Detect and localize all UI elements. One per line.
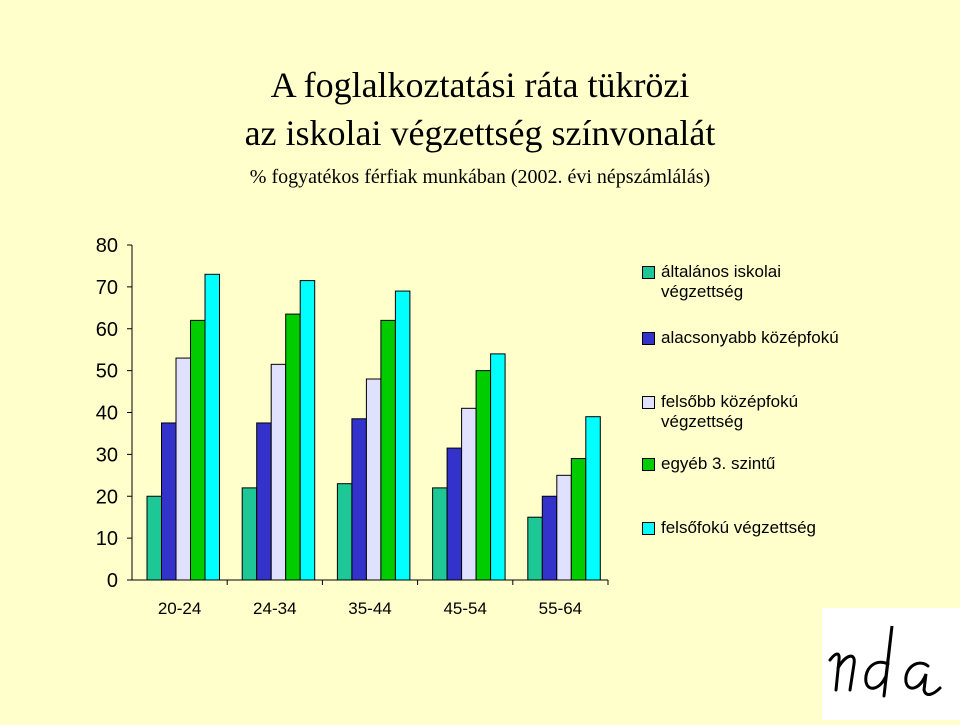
- bar: [570, 458, 587, 581]
- bar: [585, 416, 601, 581]
- y-tick-label: 20: [96, 486, 118, 508]
- bar: [394, 290, 411, 581]
- bar: [490, 353, 506, 581]
- legend-label: felsőbb középfokú végzettség: [661, 392, 799, 431]
- bar: [351, 418, 367, 581]
- bar: [556, 474, 572, 581]
- y-tick-label: 0: [107, 570, 118, 592]
- bar: [204, 273, 220, 581]
- bar: [299, 280, 316, 581]
- chart-subtitle: % fogyatékos férfiak munkában (2002. évi…: [249, 166, 711, 188]
- legend-swatch: [642, 522, 655, 535]
- y-tick-label: 60: [96, 319, 118, 341]
- bar: [461, 407, 477, 581]
- nda-logo: [822, 608, 960, 720]
- bar: [161, 422, 177, 581]
- legend-swatch: [642, 458, 655, 471]
- legend-item: alacsonyabb középfokú: [642, 328, 861, 348]
- legend-swatch: [642, 332, 655, 345]
- bar: [241, 487, 258, 581]
- legend-label: egyéb 3. szintű: [661, 454, 776, 473]
- legend-item: általános iskolai végzettség: [642, 262, 861, 302]
- bar: [527, 516, 543, 581]
- bar: [190, 319, 206, 581]
- y-tick-label: 30: [96, 444, 118, 466]
- y-tick-label: 50: [96, 361, 118, 383]
- bar: [446, 447, 463, 581]
- legend-label: általános iskolai végzettség: [661, 262, 782, 301]
- legend-label: felsőfokú végzettség: [661, 518, 816, 537]
- bar: [175, 357, 191, 581]
- y-tick-label: 10: [96, 528, 118, 550]
- y-tick-label: 70: [96, 277, 118, 299]
- legend-item: egyéb 3. szintű: [642, 454, 861, 474]
- legend-item: felsőbb középfokú végzettség: [642, 392, 861, 432]
- legend-swatch: [642, 396, 655, 409]
- bar: [270, 363, 287, 581]
- bar: [256, 422, 272, 581]
- bar: [475, 370, 492, 581]
- bar: [432, 487, 448, 581]
- x-tick-label: 24-34: [253, 599, 296, 618]
- x-tick-label: 35-44: [348, 599, 391, 618]
- legend-item: felsőfokú végzettség: [642, 518, 891, 538]
- bar: [146, 495, 162, 581]
- bar: [336, 483, 353, 581]
- nda-logo-mark: [828, 625, 942, 698]
- x-tick-label: 55-64: [539, 599, 582, 618]
- bar: [380, 319, 396, 581]
- x-tick-label: 45-54: [443, 599, 486, 618]
- chart-title-line-2: az iskolai végzettség színvonalát: [244, 113, 716, 153]
- bar: [365, 378, 382, 581]
- y-tick-label: 40: [96, 403, 118, 425]
- bar: [285, 313, 301, 581]
- y-tick-label: 80: [96, 235, 118, 257]
- x-tick-label: 20-24: [158, 599, 201, 618]
- legend-swatch: [642, 266, 655, 279]
- chart-title-line-1: A foglalkoztatási ráta tükrözi: [270, 65, 690, 105]
- bar: [541, 495, 558, 581]
- legend-label: alacsonyabb középfokú: [661, 328, 839, 347]
